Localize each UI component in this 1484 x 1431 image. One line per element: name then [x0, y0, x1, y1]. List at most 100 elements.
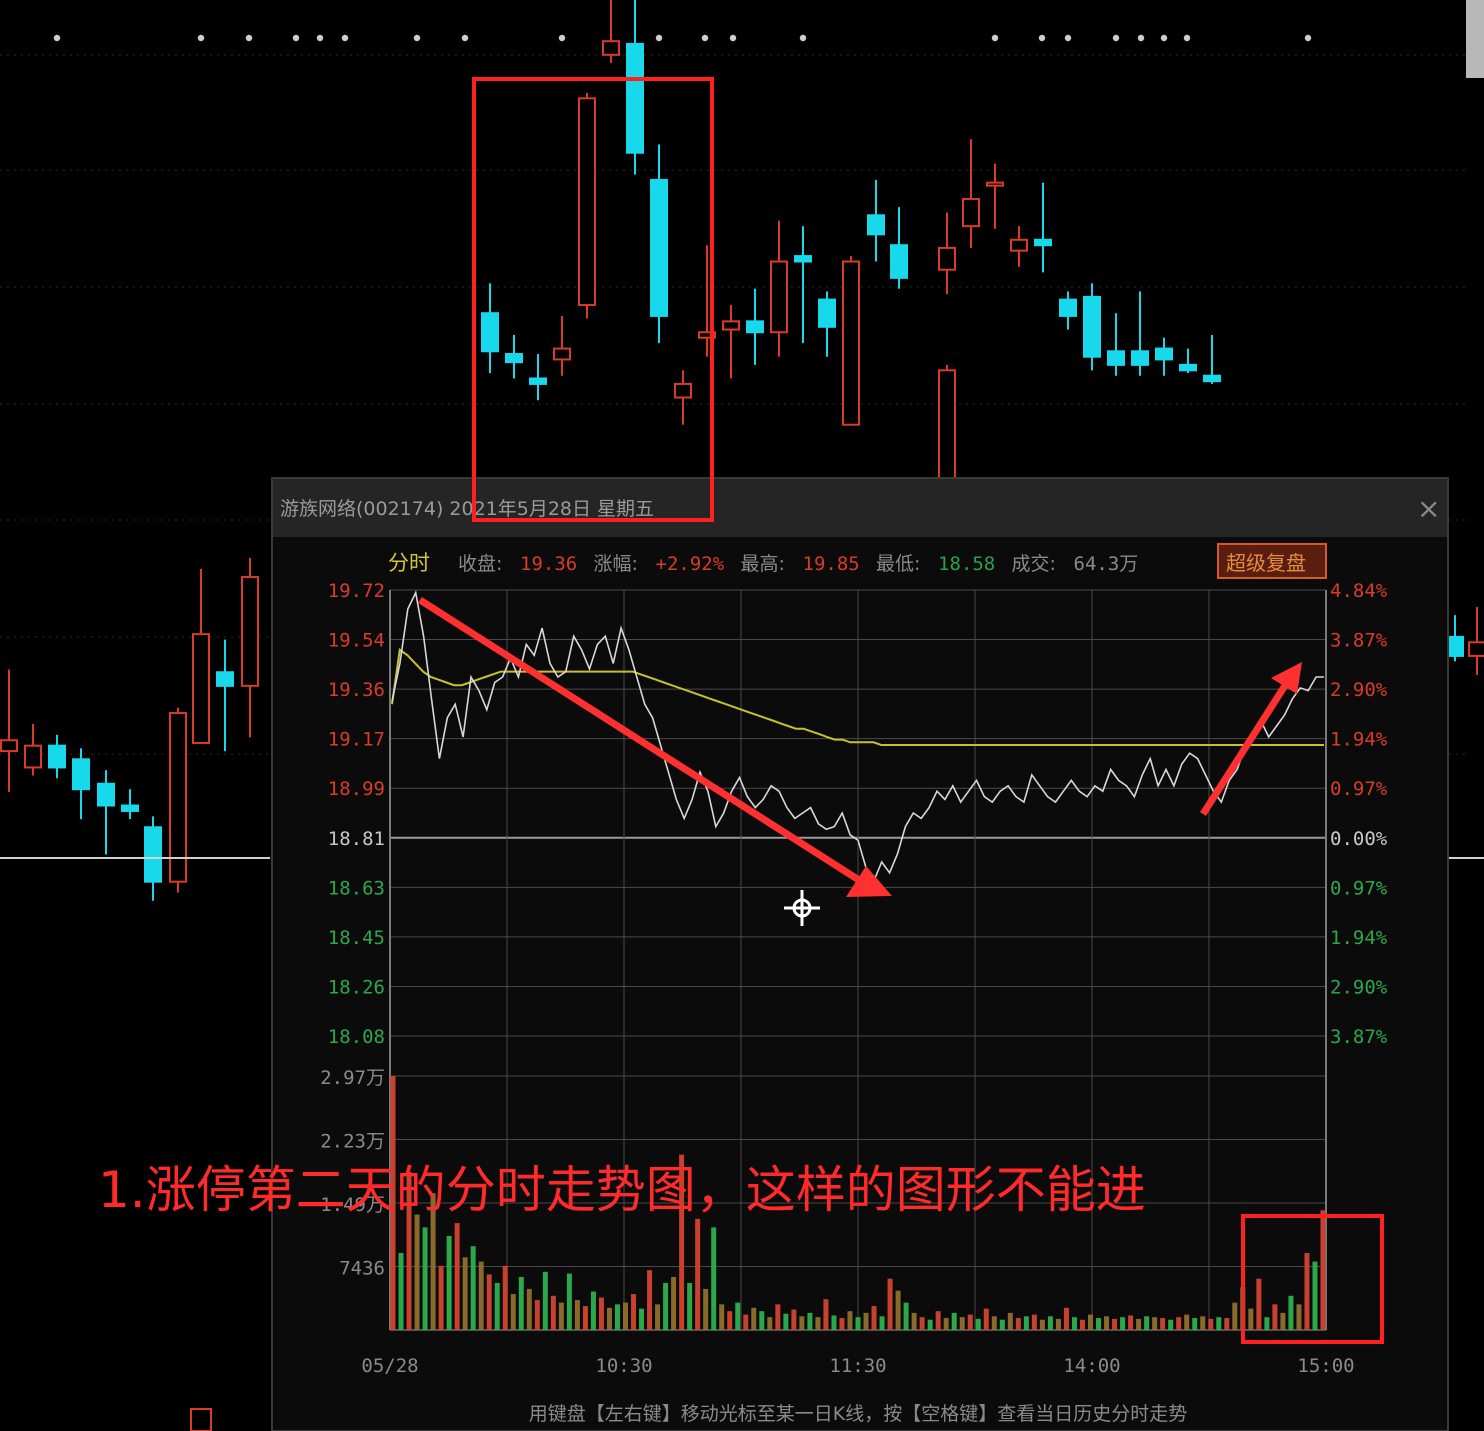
event-marker[interactable] [292, 34, 300, 42]
event-marker[interactable] [729, 34, 737, 42]
candle-down[interactable] [1446, 635, 1464, 657]
volume-bar [1136, 1318, 1142, 1330]
event-marker[interactable] [1160, 34, 1168, 42]
volume-bar [863, 1312, 869, 1330]
volume-bar [1055, 1318, 1061, 1330]
candle-down[interactable] [867, 214, 885, 236]
volume-bar [1168, 1319, 1174, 1330]
event-marker[interactable] [341, 34, 349, 42]
volume-bar [1031, 1314, 1037, 1330]
candle-up[interactable] [722, 320, 740, 331]
event-marker[interactable] [461, 34, 469, 42]
candle-up[interactable] [962, 197, 980, 228]
candle-down[interactable] [481, 312, 499, 353]
event-marker[interactable] [1304, 34, 1312, 42]
volume-bar [895, 1290, 901, 1330]
candle-down[interactable] [48, 744, 66, 769]
volume-bar [486, 1274, 492, 1330]
volume-bar [1312, 1261, 1318, 1330]
candle-down[interactable] [144, 826, 162, 883]
volume-bar [526, 1288, 532, 1330]
candle-up[interactable] [0, 739, 18, 753]
candle-up[interactable] [602, 40, 620, 56]
candle-down[interactable] [794, 255, 812, 263]
candle-down[interactable] [1131, 350, 1149, 366]
candle-up[interactable] [553, 347, 571, 361]
super-review-button[interactable]: 超级复盘 [1217, 543, 1327, 579]
candle-down[interactable] [97, 782, 115, 807]
volume-bar [406, 1171, 412, 1330]
volume-bars [390, 1076, 1326, 1330]
candle-down[interactable] [72, 758, 90, 791]
event-marker[interactable] [1137, 34, 1145, 42]
event-marker[interactable] [558, 34, 566, 42]
volume-bar [566, 1273, 572, 1330]
candle-down[interactable] [818, 298, 836, 328]
scrollbar-thumb[interactable] [1466, 0, 1484, 78]
volume-bar [606, 1307, 612, 1330]
candle-down[interactable] [529, 377, 547, 385]
event-marker[interactable] [1038, 34, 1046, 42]
candle-down[interactable] [121, 804, 139, 812]
volume-bar [631, 1294, 637, 1330]
candle-up[interactable] [986, 181, 1004, 187]
event-marker[interactable] [701, 34, 709, 42]
price-line [391, 590, 1324, 883]
down-arrow [418, 597, 892, 897]
price-tick-label: 18.99 [328, 778, 385, 800]
super-review-button-label: 超级复盘 [1226, 551, 1306, 575]
candle-down[interactable] [216, 671, 234, 687]
volume-bar [903, 1302, 909, 1330]
candle-down[interactable] [1059, 298, 1077, 317]
event-marker[interactable] [991, 34, 999, 42]
event-marker[interactable] [197, 34, 205, 42]
event-marker[interactable] [53, 34, 61, 42]
volume-bar [799, 1316, 805, 1330]
candle-down[interactable] [1107, 350, 1125, 366]
volume-bar [975, 1318, 981, 1330]
candle-down[interactable] [1203, 374, 1221, 383]
candle-down[interactable] [890, 244, 908, 279]
candle-up[interactable] [192, 633, 210, 744]
candle-down[interactable] [626, 42, 644, 154]
event-marker[interactable] [1183, 34, 1191, 42]
event-marker[interactable] [655, 34, 663, 42]
candle-up[interactable] [578, 97, 596, 307]
volume-bar [1248, 1308, 1254, 1330]
candle-up[interactable] [1468, 641, 1484, 657]
volume-bar [1288, 1295, 1294, 1330]
volume-bar [1272, 1304, 1278, 1330]
candle-down[interactable] [1155, 347, 1173, 361]
candle-down[interactable] [1179, 363, 1197, 372]
event-marker[interactable] [1112, 34, 1120, 42]
event-marker[interactable] [799, 34, 807, 42]
candle-down[interactable] [746, 320, 764, 334]
candle-up[interactable] [674, 382, 692, 399]
candle-up[interactable] [1010, 238, 1028, 252]
candle-down[interactable] [1034, 238, 1052, 247]
crosshair-cursor-icon [784, 890, 820, 926]
candle-up[interactable] [842, 260, 860, 426]
close-icon[interactable]: × [1417, 492, 1440, 525]
candle-up[interactable] [241, 576, 259, 687]
candle-up[interactable] [770, 260, 788, 334]
volume-bar [422, 1227, 428, 1330]
volume-bar [1256, 1278, 1262, 1330]
tab-intraday[interactable]: 分时 [388, 551, 430, 575]
background-candles [0, 0, 1484, 901]
candle-down[interactable] [650, 178, 668, 317]
candle-up[interactable] [698, 331, 716, 339]
candle-up[interactable] [938, 246, 956, 271]
event-marker[interactable] [413, 34, 421, 42]
event-marker[interactable] [1064, 34, 1072, 42]
candle-up[interactable] [169, 712, 187, 883]
event-marker[interactable] [316, 34, 324, 42]
candle-down[interactable] [505, 353, 523, 364]
event-marker[interactable] [245, 34, 253, 42]
volume-bar [1039, 1319, 1045, 1330]
candle-down[interactable] [1083, 295, 1101, 358]
volume-bar [687, 1282, 693, 1330]
candle-up[interactable] [24, 744, 42, 769]
